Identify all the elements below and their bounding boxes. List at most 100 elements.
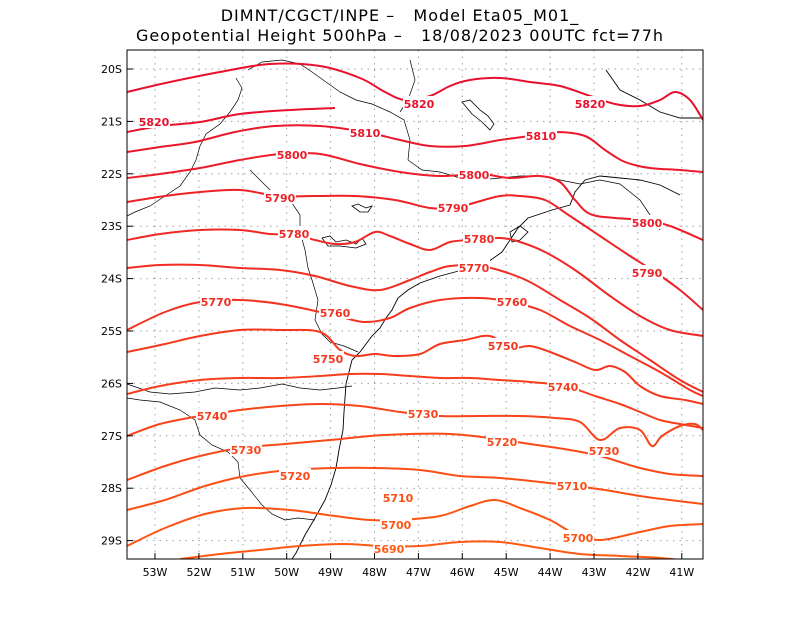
contour-label-background bbox=[437, 200, 469, 214]
x-tick-label: 49W bbox=[318, 566, 343, 579]
plot-frame bbox=[126, 49, 704, 560]
contour-label-5770: 5770 bbox=[459, 262, 490, 275]
state-border-4 bbox=[127, 397, 316, 521]
state-border-1 bbox=[127, 77, 243, 217]
contour-line-5690 bbox=[179, 540, 682, 559]
chart-title-line-2: Geopotential Height 500hPa – 18/08/2023 … bbox=[135, 26, 665, 45]
x-tick-label: 46W bbox=[450, 566, 475, 579]
contour-label-background bbox=[200, 294, 232, 308]
contour-label-5820: 5820 bbox=[575, 98, 606, 111]
contour-label-5740: 5740 bbox=[197, 410, 228, 423]
contour-line-5820 bbox=[127, 62, 703, 121]
contour-label-5760: 5760 bbox=[320, 307, 351, 320]
contour-label-background bbox=[525, 128, 557, 142]
axis-ticks: 53W 52W 51W 50W 49W 48W 47W 46W 45W 44W 43W 42W 41W 2… bbox=[101, 63, 694, 579]
contour-label-5720: 5720 bbox=[487, 436, 518, 449]
state-border-2 bbox=[247, 59, 661, 231]
contour-label-5730: 5730 bbox=[231, 444, 262, 457]
y-tick-label: 20S bbox=[101, 63, 122, 76]
y-tick-label: 24S bbox=[101, 273, 122, 286]
contour-label-5750: 5750 bbox=[313, 353, 344, 366]
contour-label-background bbox=[631, 265, 663, 279]
y-tick-label: 29S bbox=[101, 535, 122, 548]
contour-line-5780 bbox=[127, 228, 703, 337]
y-tick-label: 25S bbox=[101, 325, 122, 338]
contour-line-5750 bbox=[127, 328, 703, 405]
contour-label-background bbox=[382, 490, 414, 504]
y-tick-label: 26S bbox=[101, 377, 122, 390]
contour-line-5740 bbox=[127, 372, 703, 429]
contour-label-background bbox=[574, 96, 606, 110]
x-tick-label: 51W bbox=[230, 566, 255, 579]
contour-label-5760: 5760 bbox=[497, 296, 528, 309]
contour-label-background bbox=[230, 442, 262, 456]
y-tick-label: 28S bbox=[101, 482, 122, 495]
contour-label-5800: 5800 bbox=[459, 169, 490, 182]
contour-label-5790: 5790 bbox=[632, 267, 663, 280]
contour-label-5740: 5740 bbox=[548, 381, 579, 394]
contour-label-background bbox=[276, 147, 308, 161]
contour-line-5790 bbox=[127, 188, 703, 311]
contour-label-5700: 5700 bbox=[381, 519, 412, 532]
contour-label-5730: 5730 bbox=[589, 445, 620, 458]
contour-label-5770: 5770 bbox=[201, 296, 232, 309]
contour-label-background bbox=[349, 125, 381, 139]
contour-label-5710: 5710 bbox=[557, 480, 588, 493]
y-tick-label: 22S bbox=[101, 168, 122, 181]
contour-label-background bbox=[588, 443, 620, 457]
chart-title-line-1: DIMNT/CGCT/INPE – Model Eta05_M01_ bbox=[220, 6, 580, 25]
brazil-coastline bbox=[291, 69, 703, 559]
contour-label-background bbox=[264, 190, 296, 204]
contour-label-background bbox=[138, 114, 170, 128]
height-contours bbox=[127, 62, 703, 559]
contour-label-5710: 5710 bbox=[383, 492, 414, 505]
contour-label-background bbox=[486, 434, 518, 448]
contour-line-5710 bbox=[127, 466, 703, 511]
contour-label-5800: 5800 bbox=[277, 149, 308, 162]
contour-label-background bbox=[403, 96, 435, 110]
contour-label-background bbox=[463, 231, 495, 245]
contour-label-background bbox=[319, 305, 351, 319]
contour-line-5770 bbox=[127, 263, 703, 393]
contour-label-background bbox=[312, 351, 344, 365]
contour-label-5750: 5750 bbox=[488, 340, 519, 353]
lagoon-outline bbox=[321, 99, 529, 249]
contour-label-background bbox=[407, 406, 439, 420]
contour-line-5720 bbox=[127, 432, 703, 481]
contour-label-background bbox=[380, 517, 412, 531]
contour-label-background bbox=[278, 226, 310, 240]
x-tick-label: 48W bbox=[362, 566, 387, 579]
contour-label-5810: 5810 bbox=[526, 130, 557, 143]
contour-label-5780: 5780 bbox=[279, 228, 310, 241]
contour-label-5700: 5700 bbox=[563, 532, 594, 545]
y-tick-label: 23S bbox=[101, 220, 122, 233]
contour-label-5790: 5790 bbox=[265, 192, 296, 205]
contour-label-background bbox=[487, 338, 519, 352]
contour-label-background bbox=[631, 215, 663, 229]
contour-label-background bbox=[196, 408, 228, 422]
contour-label-5690: 5690 bbox=[374, 543, 405, 556]
x-tick-label: 52W bbox=[186, 566, 211, 579]
contour-label-background bbox=[458, 167, 490, 181]
x-tick-label: 47W bbox=[406, 566, 431, 579]
contour-label-5820: 5820 bbox=[139, 116, 170, 129]
contour-labels: 5820 5820 5820 5810 5810 5800 5800 5800 5790 5790… bbox=[138, 96, 663, 556]
contour-label-background bbox=[547, 379, 579, 393]
contour-label-5780: 5780 bbox=[464, 233, 495, 246]
contour-label-background bbox=[556, 478, 588, 492]
y-tick-label: 27S bbox=[101, 430, 122, 443]
contour-label-5820: 5820 bbox=[404, 98, 435, 111]
contour-line-5730 bbox=[127, 403, 703, 448]
x-tick-label: 42W bbox=[625, 566, 650, 579]
y-tick-label: 21S bbox=[101, 115, 122, 128]
contour-label-5720: 5720 bbox=[280, 470, 311, 483]
x-tick-label: 43W bbox=[582, 566, 607, 579]
x-tick-label: 50W bbox=[274, 566, 299, 579]
contour-line-5800 bbox=[127, 151, 703, 241]
contour-label-5790: 5790 bbox=[438, 202, 469, 215]
contour-label-5810: 5810 bbox=[350, 127, 381, 140]
x-tick-label: 41W bbox=[669, 566, 694, 579]
state-border-5 bbox=[127, 383, 353, 395]
x-tick-label: 44W bbox=[538, 566, 563, 579]
